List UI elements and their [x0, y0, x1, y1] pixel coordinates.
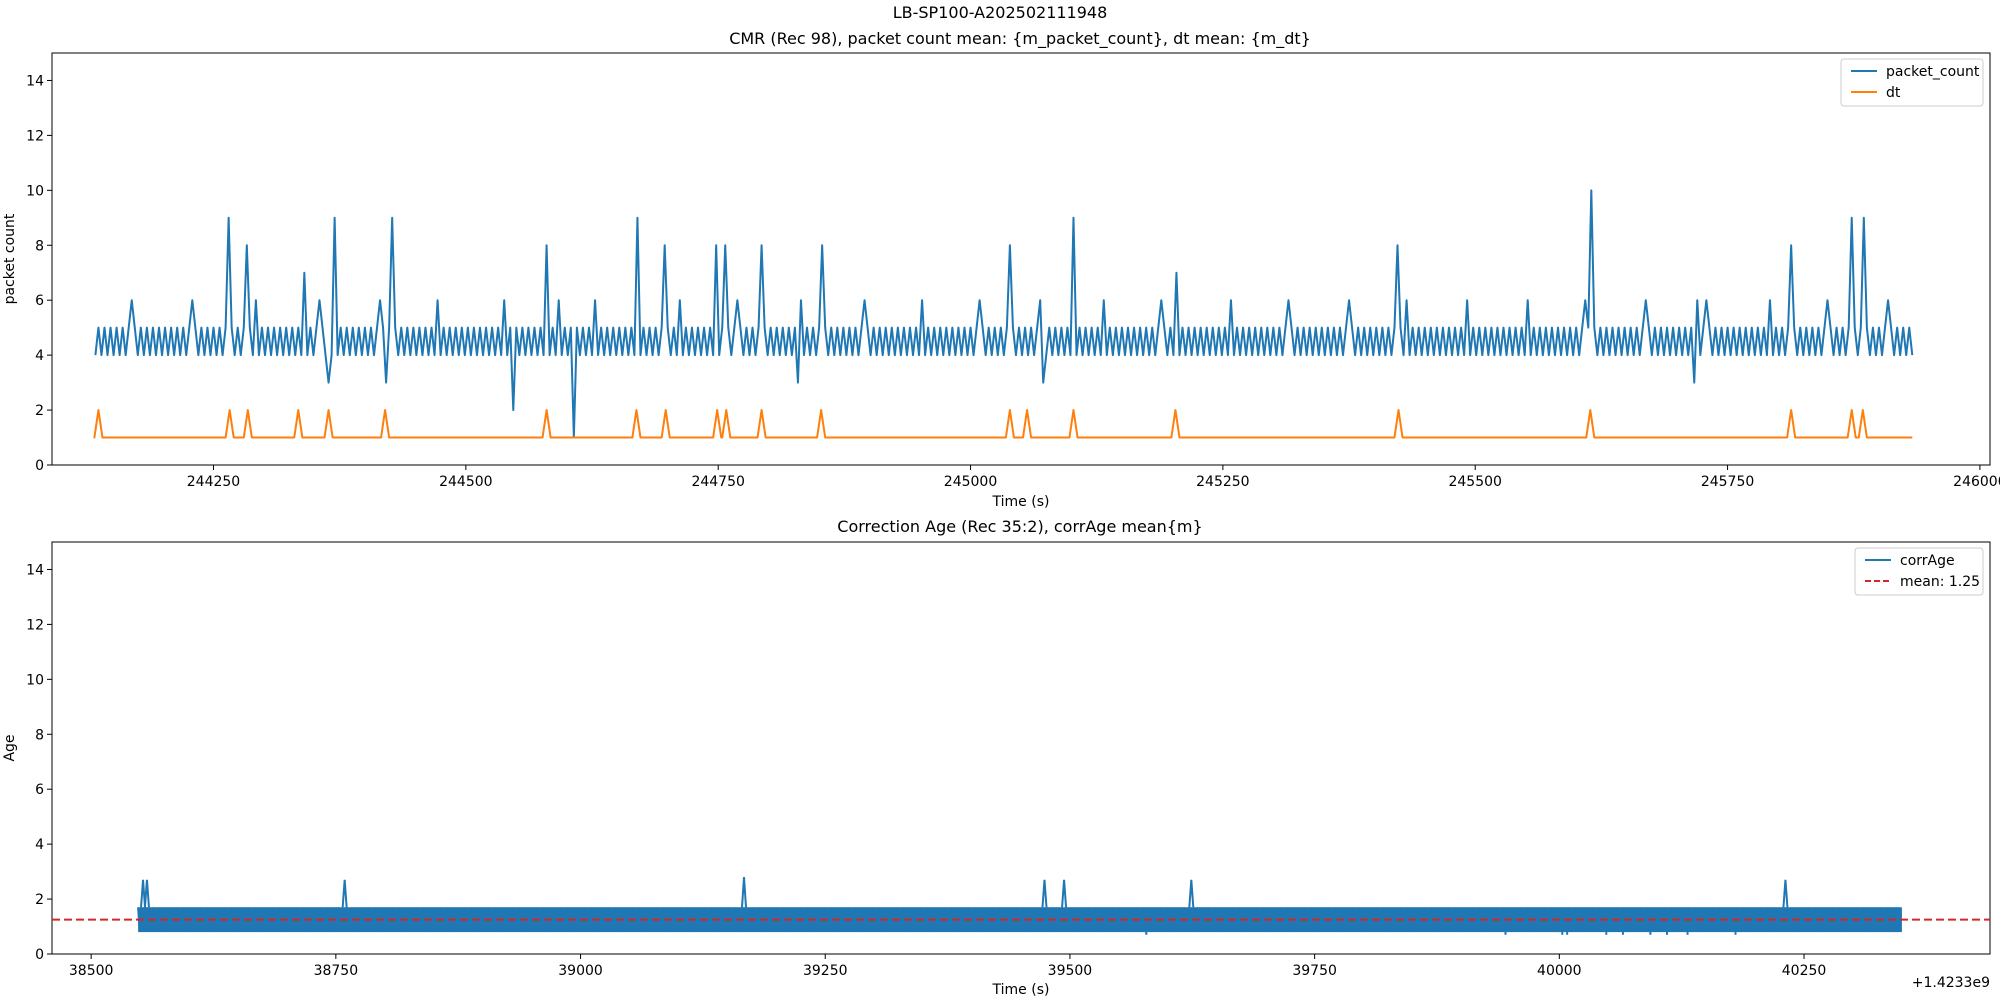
corr-age-ytick-label: 12 — [26, 617, 44, 633]
corr-age-xtick-label: 38750 — [314, 963, 359, 979]
cmr-plot-area — [51, 52, 1991, 466]
corr-age-ytick-label: 4 — [35, 837, 44, 853]
corr-age-ytick-label: 0 — [35, 947, 44, 963]
cmr-title: CMR (Rec 98), packet count mean: {m_pack… — [729, 29, 1311, 49]
cmr-series-layer — [93, 189, 1914, 439]
cmr-ytick-label: 8 — [35, 238, 44, 254]
corr-age-xtick-label: 39000 — [558, 963, 603, 979]
corr-age-ytick-label: 10 — [26, 672, 44, 688]
corr-age-legend-corrage-label: corrAge — [1900, 553, 1955, 569]
cmr-ytick-label: 0 — [35, 458, 44, 474]
cmr-xtick-label: 245750 — [1701, 474, 1754, 490]
cmr-legend: packet_count dt — [1840, 58, 1984, 107]
corrage-spike — [1188, 879, 1195, 908]
corrage-spike — [140, 879, 147, 908]
corr-age-xtick-label: 39250 — [803, 963, 848, 979]
figure-suptitle: LB-SP100-A202502111948 — [893, 3, 1108, 22]
corr-age-xtick-label: 38500 — [69, 963, 114, 979]
cmr-ytick-label: 2 — [35, 403, 44, 419]
corr-age-ytick-label: 14 — [26, 562, 44, 578]
corrage-spike — [741, 877, 748, 908]
corrage-spike — [341, 879, 348, 908]
corr-age-xtick-label: 39500 — [1048, 963, 1093, 979]
cmr-legend-packet-count-label: packet_count — [1886, 64, 1980, 80]
corr-age-ylabel: Age — [2, 734, 18, 761]
cmr-xtick-label: 244500 — [439, 474, 492, 490]
corr-age-ytick-label: 6 — [35, 782, 44, 798]
corr-age-xlabel: Time (s) — [992, 982, 1050, 998]
corrage-spike — [1782, 879, 1789, 908]
corr-age-plot-area — [51, 541, 1991, 955]
cmr-xtick-label: 245250 — [1196, 474, 1249, 490]
cmr-xtick-label: 244750 — [691, 474, 744, 490]
corr-age-xtick-label: 39750 — [1292, 963, 1337, 979]
cmr-tick-layer: 244250 244500 244750 245000 245250 245500 2457… — [26, 73, 2000, 490]
packet-count-line — [94, 189, 1914, 439]
cmr-ytick-label: 14 — [26, 73, 44, 89]
cmr-xtick-label: 245000 — [944, 474, 997, 490]
cmr-panel: CMR (Rec 98), packet count mean: {m_pack… — [2, 29, 2000, 510]
corr-age-offset-label: +1.4233e9 — [1912, 975, 1990, 991]
corrage-spike — [143, 879, 150, 908]
corr-age-legend: corrAge mean: 1.25 — [1854, 547, 1984, 596]
cmr-ylabel: packet count — [2, 213, 18, 304]
corrage-spike — [1061, 879, 1068, 908]
dt-line — [93, 409, 1913, 439]
corr-age-ytick-label: 2 — [35, 892, 44, 908]
corr-age-title: Correction Age (Rec 35:2), corrAge mean{… — [837, 517, 1202, 536]
cmr-xtick-label: 244250 — [187, 474, 240, 490]
corr-age-ytick-label: 8 — [35, 727, 44, 743]
corr-age-legend-mean-label: mean: 1.25 — [1900, 574, 1980, 590]
cmr-ytick-label: 6 — [35, 293, 44, 309]
corr-age-xtick-label: 40000 — [1537, 963, 1582, 979]
corr-age-xtick-label: 40250 — [1782, 963, 1827, 979]
cmr-ytick-label: 4 — [35, 348, 44, 364]
cmr-xtick-label: 245500 — [1448, 474, 1501, 490]
corr-age-tick-layer: 38500 38750 39000 39250 39500 39750 40000 40250… — [26, 562, 1826, 979]
cmr-xlabel: Time (s) — [992, 494, 1050, 510]
cmr-ytick-label: 12 — [26, 128, 44, 144]
corrage-spike — [1041, 879, 1048, 908]
cmr-ytick-label: 10 — [26, 183, 44, 199]
corr-age-panel: Correction Age (Rec 35:2), corrAge mean{… — [2, 517, 1991, 998]
cmr-legend-dt-label: dt — [1886, 85, 1901, 101]
corr-age-series-layer — [52, 877, 1990, 935]
